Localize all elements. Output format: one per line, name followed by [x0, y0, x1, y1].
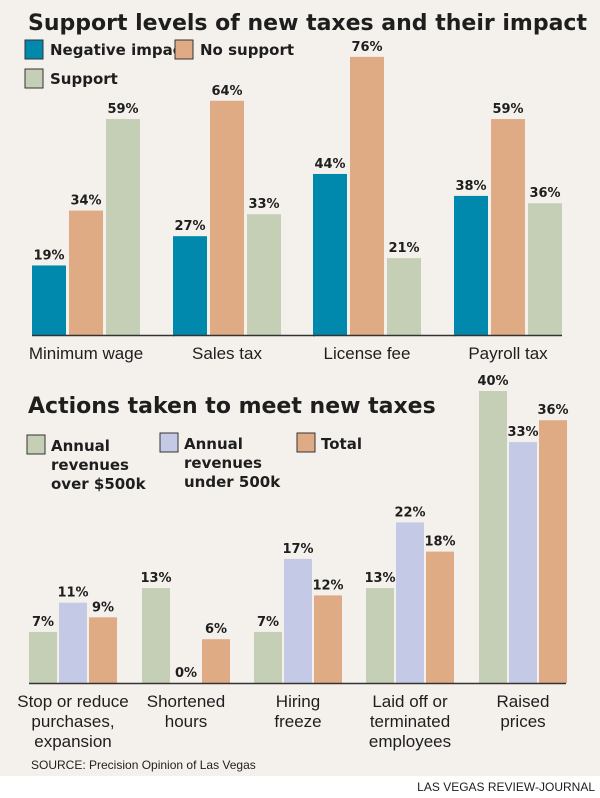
value-label-hiring-freeze-total: 12% [312, 578, 343, 593]
bar-raised-prices-total [539, 420, 567, 683]
bar-sales-tax-support [247, 214, 281, 335]
category-label-shortened-hours: Shortened [147, 692, 225, 711]
value-label-raised-prices-annual-revenues-under-500k: 33% [507, 425, 538, 440]
legend-label-annual-revenues-under-500k: under 500k [184, 473, 281, 491]
value-label-stop-or-reduce-purchases-expansion-total: 9% [92, 600, 114, 615]
value-label-sales-tax-negative-impact: 27% [174, 219, 205, 234]
value-label-payroll-tax-no-support: 59% [492, 102, 523, 117]
legend-label-total: Total [321, 435, 362, 453]
legend-label-annual-revenues-under-500k: revenues [184, 454, 262, 472]
category-label-stop-or-reduce-purchases-expansion: Stop or reduce [17, 692, 129, 711]
value-label-license-fee-no-support: 76% [351, 40, 382, 55]
bar-payroll-tax-negative-impact [454, 195, 488, 335]
bar-hiring-freeze-total [314, 595, 342, 683]
value-label-stop-or-reduce-purchases-expansion-annual-revenues-over-500k: 7% [32, 615, 54, 630]
value-label-raised-prices-total: 36% [537, 403, 568, 418]
category-label-stop-or-reduce-purchases-expansion: purchases, [31, 712, 114, 731]
bar-stop-or-reduce-purchases-expansion-annual-revenues-over-500k [29, 631, 57, 683]
legend-label-support: Support [50, 70, 118, 88]
value-label-payroll-tax-negative-impact: 38% [455, 179, 486, 194]
value-label-minimum-wage-no-support: 34% [70, 194, 101, 209]
legend-label-annual-revenues-over-500k: revenues [51, 456, 129, 474]
category-label-raised-prices: Raised [497, 692, 550, 711]
publisher-credit: LAS VEGAS REVIEW-JOURNAL [417, 780, 595, 794]
legend-swatch-negative-impact [24, 39, 44, 60]
legend-swatch-annual-revenues-under-500k [159, 432, 179, 453]
legend-swatch-annual-revenues-over-500k [26, 434, 46, 455]
legend-swatch-support [24, 68, 44, 89]
category-label-payroll-tax: Payroll tax [468, 344, 548, 363]
bar-laid-off-or-terminated-employees-annual-revenues-over-500k [366, 588, 394, 683]
legend-swatch-total [296, 432, 316, 453]
value-label-payroll-tax-support: 36% [529, 186, 560, 201]
value-label-shortened-hours-annual-revenues-over-500k: 13% [140, 571, 171, 586]
value-label-shortened-hours-total: 6% [205, 622, 227, 637]
value-label-laid-off-or-terminated-employees-total: 18% [424, 535, 455, 550]
category-label-license-fee: License fee [324, 344, 411, 363]
value-label-shortened-hours-annual-revenues-under-500k: 0% [175, 666, 197, 681]
bar-sales-tax-negative-impact [173, 236, 207, 335]
source-note: SOURCE: Precision Opinion of Las Vegas [31, 758, 256, 772]
category-label-hiring-freeze: Hiring [276, 692, 320, 711]
category-label-laid-off-or-terminated-employees: terminated [370, 712, 450, 731]
bar-hiring-freeze-annual-revenues-over-500k [254, 631, 282, 683]
category-label-stop-or-reduce-purchases-expansion: expansion [34, 732, 112, 751]
bar-shortened-hours-total [202, 639, 230, 683]
bar-license-fee-negative-impact [313, 173, 347, 335]
bar-raised-prices-annual-revenues-over-500k [479, 391, 507, 683]
value-label-laid-off-or-terminated-employees-annual-revenues-under-500k: 22% [394, 505, 425, 520]
category-label-laid-off-or-terminated-employees: Laid off or [372, 692, 448, 711]
value-label-sales-tax-no-support: 64% [211, 84, 242, 99]
legend-label-no-support: No support [200, 41, 294, 59]
bar-raised-prices-annual-revenues-under-500k [509, 442, 537, 683]
category-label-hiring-freeze: freeze [274, 712, 321, 731]
category-label-raised-prices: prices [500, 712, 545, 731]
bar-minimum-wage-negative-impact [32, 265, 66, 335]
chart1-support-levels: Negative impact No support Support 19% 34% 59… [24, 39, 562, 363]
bar-laid-off-or-terminated-employees-total [426, 551, 454, 683]
bar-sales-tax-no-support [210, 100, 244, 335]
value-label-license-fee-negative-impact: 44% [314, 157, 345, 172]
value-label-hiring-freeze-annual-revenues-under-500k: 17% [282, 542, 313, 557]
category-label-minimum-wage: Minimum wage [29, 344, 143, 363]
value-label-license-fee-support: 21% [388, 241, 419, 256]
value-label-laid-off-or-terminated-employees-annual-revenues-over-500k: 13% [364, 571, 395, 586]
value-label-raised-prices-annual-revenues-over-500k: 40% [477, 374, 508, 389]
bar-license-fee-no-support [350, 56, 384, 336]
value-label-sales-tax-support: 33% [248, 197, 279, 212]
category-label-laid-off-or-terminated-employees: employees [369, 732, 451, 751]
category-label-shortened-hours: hours [165, 712, 208, 731]
value-label-minimum-wage-support: 59% [107, 102, 138, 117]
bar-laid-off-or-terminated-employees-annual-revenues-under-500k [396, 522, 424, 683]
chart1-title: Support levels of new taxes and their im… [28, 11, 587, 36]
legend-label-negative-impact: Negative impact [50, 41, 189, 59]
category-label-sales-tax: Sales tax [192, 344, 262, 363]
bar-payroll-tax-no-support [491, 119, 525, 335]
bar-shortened-hours-annual-revenues-over-500k [142, 588, 170, 683]
value-label-minimum-wage-negative-impact: 19% [33, 248, 64, 263]
bar-hiring-freeze-annual-revenues-under-500k [284, 558, 312, 683]
bar-minimum-wage-no-support [69, 210, 103, 335]
legend-label-annual-revenues-over-500k: Annual [51, 437, 110, 455]
bar-payroll-tax-support [528, 203, 562, 335]
bar-license-fee-support [387, 258, 421, 335]
bar-minimum-wage-support [106, 119, 140, 335]
bar-stop-or-reduce-purchases-expansion-total [89, 617, 117, 683]
legend-label-annual-revenues-over-500k: over $500k [51, 475, 147, 493]
bar-stop-or-reduce-purchases-expansion-annual-revenues-under-500k [59, 602, 87, 683]
legend-label-annual-revenues-under-500k: Annual [184, 435, 243, 453]
value-label-hiring-freeze-annual-revenues-over-500k: 7% [257, 615, 279, 630]
legend-swatch-no-support [174, 39, 194, 60]
chart2-title: Actions taken to meet new taxes [28, 394, 436, 419]
value-label-stop-or-reduce-purchases-expansion-annual-revenues-under-500k: 11% [57, 586, 88, 601]
